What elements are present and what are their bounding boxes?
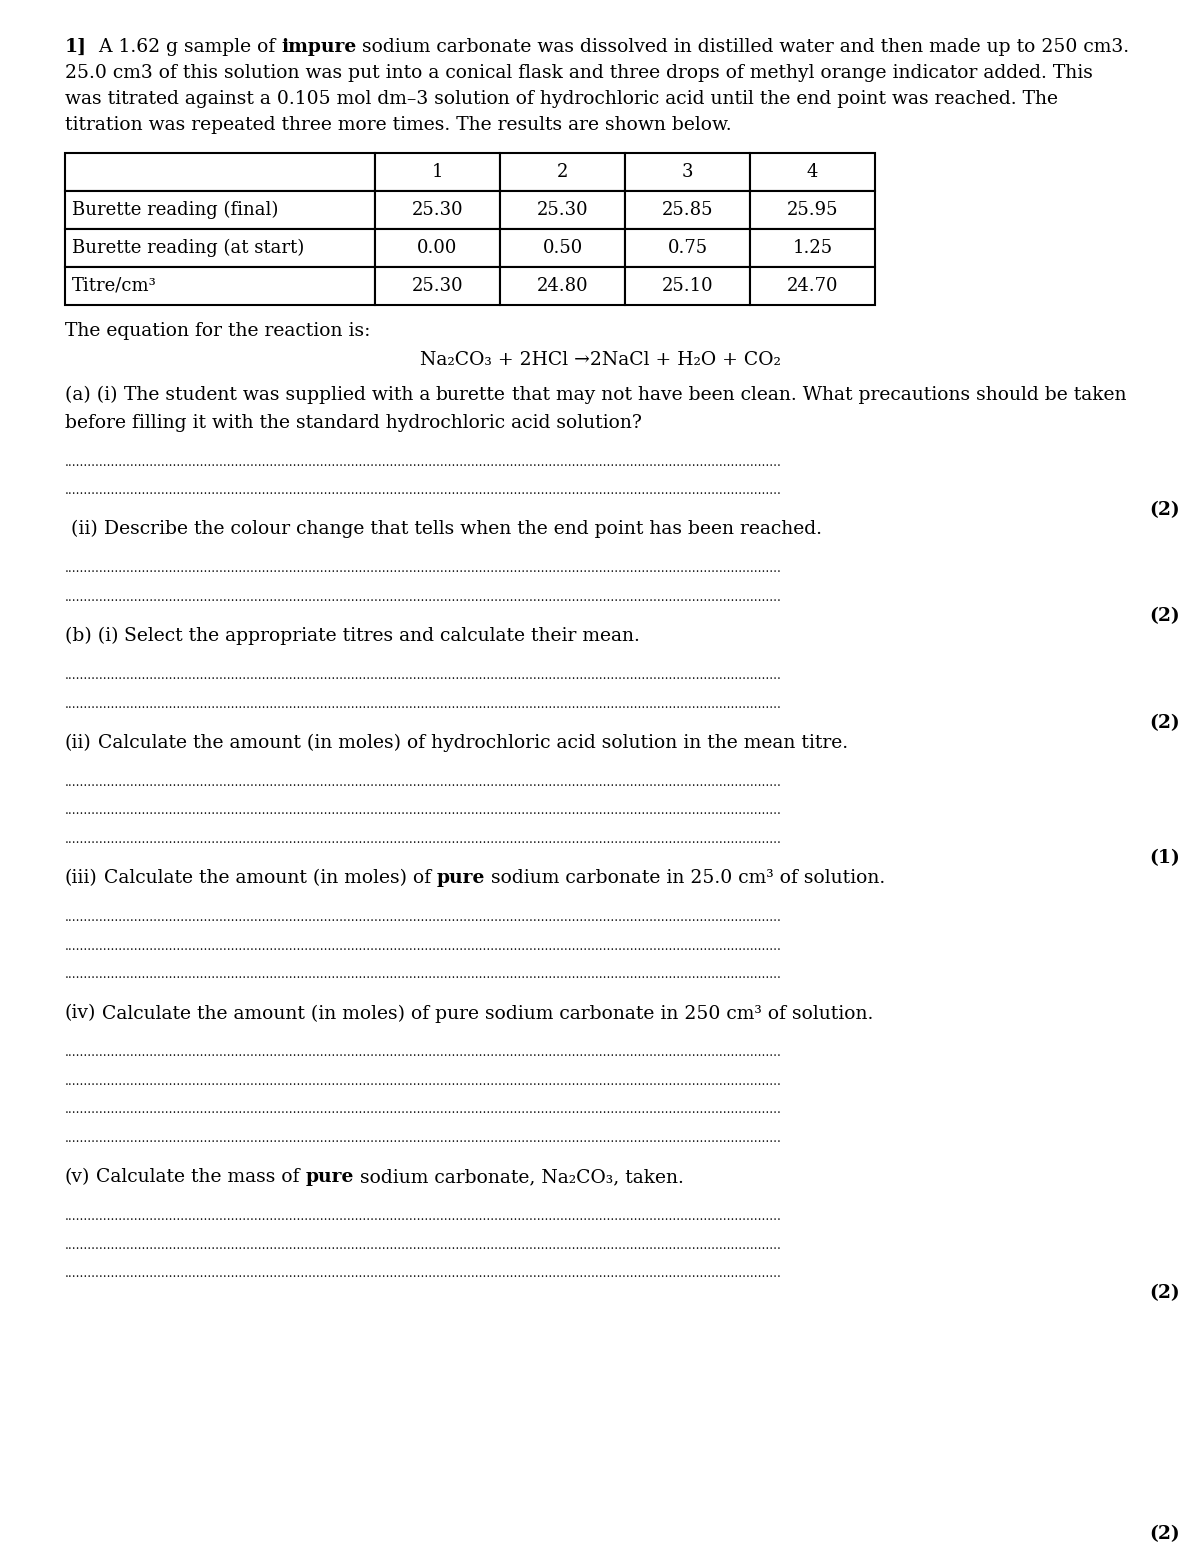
Text: 25.10: 25.10: [661, 276, 713, 295]
Text: 1.25: 1.25: [792, 239, 833, 256]
Text: 25.30: 25.30: [412, 200, 463, 219]
Bar: [625, 191, 750, 228]
Text: that may not have been clean. What precautions should be taken: that may not have been clean. What preca…: [505, 387, 1127, 404]
Text: (2): (2): [1150, 607, 1180, 626]
Text: ................................................................................: ........................................…: [65, 940, 782, 952]
Text: (2): (2): [1150, 500, 1180, 519]
Text: (ii): (ii): [65, 735, 91, 752]
Text: 2: 2: [557, 163, 568, 180]
Text: 24.70: 24.70: [787, 276, 839, 295]
Text: Select the appropriate titres and calculate their mean.: Select the appropriate titres and calcul…: [119, 627, 641, 644]
Text: Burette reading (final): Burette reading (final): [72, 200, 278, 219]
Bar: [65, 267, 374, 304]
Bar: [65, 152, 374, 191]
Text: (iv): (iv): [65, 1005, 96, 1022]
Bar: [625, 152, 750, 191]
Text: 4: 4: [806, 163, 818, 180]
Text: 25.30: 25.30: [412, 276, 463, 295]
Text: ................................................................................: ........................................…: [65, 669, 782, 682]
Bar: [500, 228, 625, 267]
Text: ................................................................................: ........................................…: [65, 590, 782, 604]
Bar: [374, 267, 500, 304]
Text: 24.80: 24.80: [536, 276, 588, 295]
Text: Na₂CO₃ + 2HCl →2NaCl + H₂O + CO₂: Na₂CO₃ + 2HCl →2NaCl + H₂O + CO₂: [420, 351, 780, 370]
Text: ................................................................................: ........................................…: [65, 832, 782, 846]
Text: impure: impure: [281, 37, 356, 56]
Text: sodium carbonate was dissolved in distilled water and then made up to 250 cm3.: sodium carbonate was dissolved in distil…: [356, 37, 1129, 56]
Text: Burette reading (at start): Burette reading (at start): [72, 239, 305, 256]
Text: (ii): (ii): [65, 520, 97, 539]
Text: ................................................................................: ........................................…: [65, 1267, 782, 1280]
Text: Calculate the amount (in moles) of pure sodium carbonate in 250 cm³ of solution.: Calculate the amount (in moles) of pure …: [96, 1005, 874, 1023]
Text: ................................................................................: ........................................…: [65, 1239, 782, 1252]
Text: ................................................................................: ........................................…: [65, 1075, 782, 1087]
Text: 0.00: 0.00: [418, 239, 457, 256]
Bar: [65, 191, 374, 228]
Bar: [500, 267, 625, 304]
Bar: [374, 152, 500, 191]
Text: ................................................................................: ........................................…: [65, 1047, 782, 1059]
Text: ................................................................................: ........................................…: [65, 804, 782, 817]
Text: A 1.62 g sample of: A 1.62 g sample of: [88, 37, 281, 56]
Bar: [625, 228, 750, 267]
Bar: [750, 267, 875, 304]
Text: (b) (i): (b) (i): [65, 627, 119, 644]
Text: The equation for the reaction is:: The equation for the reaction is:: [65, 323, 371, 340]
Text: titration was repeated three more times. The results are shown below.: titration was repeated three more times.…: [65, 116, 732, 134]
Text: sodium carbonate in 25.0 cm³ of solution.: sodium carbonate in 25.0 cm³ of solution…: [485, 870, 886, 887]
Text: Calculate the mass of: Calculate the mass of: [90, 1168, 306, 1186]
Text: ................................................................................: ........................................…: [65, 968, 782, 981]
Text: (iii): (iii): [65, 870, 97, 887]
Bar: [625, 267, 750, 304]
Text: 25.85: 25.85: [661, 200, 713, 219]
Text: was titrated against a 0.105 mol dm–3 solution of hydrochloric acid until the en: was titrated against a 0.105 mol dm–3 so…: [65, 90, 1058, 107]
Bar: [750, 228, 875, 267]
Text: (2): (2): [1150, 1525, 1180, 1544]
Text: 0.50: 0.50: [542, 239, 583, 256]
Text: 25.95: 25.95: [787, 200, 839, 219]
Text: 25.30: 25.30: [536, 200, 588, 219]
Text: 1: 1: [432, 163, 443, 180]
Text: pure: pure: [437, 870, 485, 887]
Bar: [750, 152, 875, 191]
Text: ................................................................................: ........................................…: [65, 455, 782, 469]
Text: Calculate the amount (in moles) of hydrochloric acid solution in the mean titre.: Calculate the amount (in moles) of hydro…: [91, 735, 848, 752]
Text: 0.75: 0.75: [667, 239, 708, 256]
Text: ................................................................................: ........................................…: [65, 912, 782, 924]
Text: 1]: 1]: [65, 37, 88, 56]
Text: ................................................................................: ........................................…: [65, 697, 782, 711]
Text: pure: pure: [306, 1168, 354, 1186]
Text: before filling it with the standard hydrochloric acid solution?: before filling it with the standard hydr…: [65, 413, 642, 432]
Text: Describe the colour change that tells when the end point has been reached.: Describe the colour change that tells wh…: [97, 520, 822, 539]
Text: burette: burette: [436, 387, 505, 404]
Bar: [374, 228, 500, 267]
Text: (1): (1): [1150, 849, 1180, 867]
Bar: [374, 191, 500, 228]
Text: (v): (v): [65, 1168, 90, 1186]
Text: (a) (i): (a) (i): [65, 387, 118, 404]
Bar: [500, 152, 625, 191]
Text: Titre/cm³: Titre/cm³: [72, 276, 157, 295]
Text: ................................................................................: ........................................…: [65, 1104, 782, 1117]
Text: ................................................................................: ........................................…: [65, 1210, 782, 1224]
Text: The student was supplied with a: The student was supplied with a: [118, 387, 436, 404]
Text: Calculate the amount (in moles) of: Calculate the amount (in moles) of: [97, 870, 437, 887]
Text: 25.0 cm3 of this solution was put into a conical flask and three drops of methyl: 25.0 cm3 of this solution was put into a…: [65, 64, 1093, 82]
Bar: [750, 191, 875, 228]
Bar: [65, 228, 374, 267]
Bar: [500, 191, 625, 228]
Text: (2): (2): [1150, 1284, 1180, 1301]
Text: (2): (2): [1150, 714, 1180, 731]
Text: ................................................................................: ........................................…: [65, 562, 782, 575]
Text: ................................................................................: ........................................…: [65, 775, 782, 789]
Text: sodium carbonate, Na₂CO₃, taken.: sodium carbonate, Na₂CO₃, taken.: [354, 1168, 684, 1186]
Text: ................................................................................: ........................................…: [65, 485, 782, 497]
Text: 3: 3: [682, 163, 694, 180]
Text: ................................................................................: ........................................…: [65, 1132, 782, 1145]
